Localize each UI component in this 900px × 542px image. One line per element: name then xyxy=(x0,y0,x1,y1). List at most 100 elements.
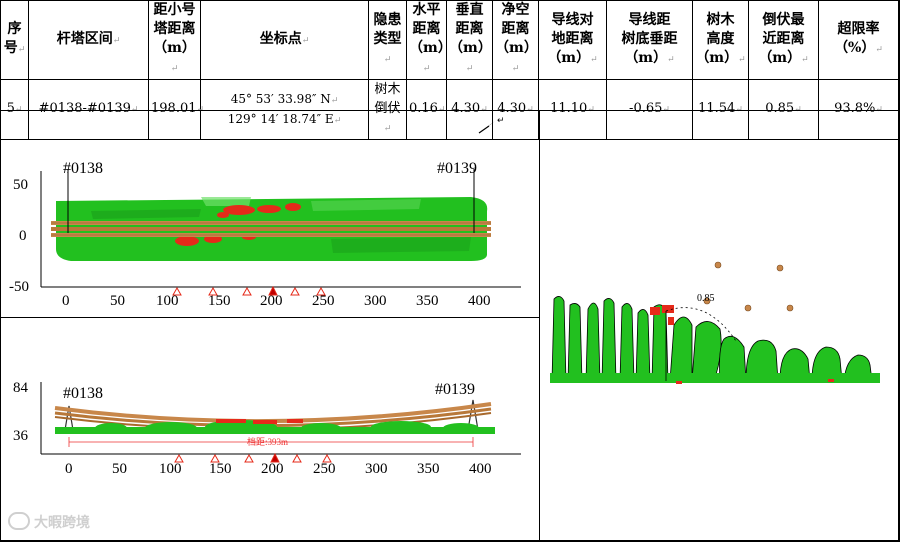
side-tree-points xyxy=(550,296,880,383)
header-text: （m） xyxy=(547,49,591,66)
header-text: 距离 xyxy=(455,21,484,37)
header-text: 序 xyxy=(7,21,22,37)
cell-coordinates: 45° 53′ 33.98″ N↵ 129° 14′ 18.74″ E↵ xyxy=(200,79,369,140)
fall-distance-label: 0.85 xyxy=(697,293,715,304)
side-hazard-points xyxy=(650,305,834,384)
table-header-cell: 导线距 树底垂距 （m）↵ xyxy=(606,0,693,80)
table-header-cell: 垂直 距离 （m）↵ xyxy=(446,0,493,80)
plan-axes: 50 0 -50 0 50 100 150 200 250 300 350 40… xyxy=(9,171,521,309)
plan-x-tick: 150 xyxy=(208,293,231,309)
span-label: 档距:393m xyxy=(247,436,288,447)
header-text: （m） xyxy=(695,49,739,66)
header-text: 杆塔区间 xyxy=(56,30,113,47)
header-text: （m） xyxy=(409,40,452,56)
profile-y-tick: 36 xyxy=(13,428,29,444)
cell-distance: 198.01↵ xyxy=(148,79,204,140)
plan-y-tick: 50 xyxy=(13,177,28,193)
plan-hazard-markers xyxy=(172,285,326,296)
profile-x-tick: 300 xyxy=(365,461,388,477)
profile-y-tick: 84 xyxy=(13,380,29,396)
header-text: 坐标点 xyxy=(259,30,302,47)
header-text: 垂直 xyxy=(455,2,484,18)
profile-x-tick: 400 xyxy=(469,461,492,477)
cell-tree-height: 11.54↵ xyxy=(692,79,749,140)
plan-x-tick: 300 xyxy=(364,293,387,309)
plan-view-figure: ↵ #0138 #0139 xyxy=(9,115,521,309)
profile-tower-right-label: #0139 xyxy=(435,381,475,398)
cell-horizontal: 0.16↵ xyxy=(406,79,447,140)
header-text: 距小号 xyxy=(153,2,196,18)
profile-span: 档距:393m xyxy=(68,436,474,447)
header-text: 水平 xyxy=(412,2,441,18)
table-header-cell: 杆塔区间↵ xyxy=(28,0,149,80)
profile-x-tick: 100 xyxy=(159,461,182,477)
header-text: 塔距离 xyxy=(153,21,196,37)
plan-towers: #0138 #0139 xyxy=(63,160,477,233)
plan-tower-left-label: #0138 xyxy=(63,160,103,177)
profile-view-panel: #0138 #0139 档距:393m xyxy=(0,317,540,541)
plan-x-tick: 400 xyxy=(468,293,491,309)
table-row: 5↵ #0138-#0139↵ 198.01↵ 45° 53′ 33.98″ N… xyxy=(0,79,899,140)
side-view-figure: 0.85 xyxy=(550,261,880,384)
plan-y-tick: -50 xyxy=(9,279,29,295)
plan-y-tick: 0 xyxy=(19,228,27,244)
hazard-table: 序号↵ 杆塔区间↵ 距小号 塔距离 （m）↵ 坐标点↵ 隐患 类型↵ 水平 距离 （m）↵ 垂直 距离（… xyxy=(0,0,899,140)
table-header-cell: 净空 距离 （m）↵ xyxy=(492,0,539,80)
header-text: 树木 xyxy=(706,11,735,28)
header-text: 导线对 xyxy=(551,11,594,28)
profile-x-tick: 350 xyxy=(417,461,440,477)
table-header-cell: 倒伏最 近距离 （m）↵ xyxy=(748,0,819,80)
plan-x-tick: 200 xyxy=(260,293,283,309)
profile-axes: 84 36 0 50 100 150 200 250 300 350 400 xyxy=(13,380,521,477)
header-text: 净空 xyxy=(501,2,530,18)
plan-view-panel: ↵ #0138 #0139 xyxy=(0,110,540,318)
profile-x-tick: 0 xyxy=(65,461,73,477)
header-text: （%） xyxy=(834,40,876,56)
table-header-cell: 序号↵ xyxy=(0,0,29,80)
plan-tower-right-label: #0139 xyxy=(437,160,477,177)
header-text: 号 xyxy=(3,40,18,56)
header-text: （m） xyxy=(758,49,802,66)
header-text: 导线距 xyxy=(628,11,671,28)
header-text: 树底垂距 xyxy=(621,30,678,47)
plan-x-tick: 250 xyxy=(312,293,335,309)
plan-x-tick: 100 xyxy=(156,293,179,309)
north-arrow-icon: ↵ xyxy=(478,115,505,134)
table-header-cell: 隐患 类型↵ xyxy=(368,0,407,80)
profile-x-tick: 50 xyxy=(112,461,127,477)
table-header-row: 序号↵ 杆塔区间↵ 距小号 塔距离 （m）↵ 坐标点↵ 隐患 类型↵ 水平 距离 （m）↵ 垂直 距离（… xyxy=(0,0,899,80)
cell-ground: 11.10↵ xyxy=(538,79,607,140)
table-header-cell: 导线对 地距离 （m）↵ xyxy=(538,0,607,80)
header-text: （m） xyxy=(449,40,492,56)
cell-vertical: 4.30↵ xyxy=(446,79,493,140)
header-text: 类型 xyxy=(373,30,402,47)
profile-x-tick: 250 xyxy=(313,461,336,477)
header-text: 地距离 xyxy=(551,30,594,47)
watermark: 大暇跨境 xyxy=(8,512,90,532)
table-header-cell: 树木 高度 （m）↵ xyxy=(692,0,749,80)
side-fall-arc: 0.85 xyxy=(665,293,737,381)
header-text: 距离 xyxy=(412,21,441,37)
header-text: 距离 xyxy=(501,21,530,37)
profile-x-tick: 150 xyxy=(209,461,232,477)
watermark-logo-icon xyxy=(8,512,30,530)
header-text: （m） xyxy=(624,49,668,66)
profile-hazard-points xyxy=(216,419,303,424)
header-text: （m） xyxy=(153,40,196,56)
profile-tower-left-label: #0138 xyxy=(63,385,103,402)
profile-view-figure: #0138 #0139 档距:393m xyxy=(13,380,521,477)
plan-conductors xyxy=(51,221,491,237)
cell-fall-nearest: 0.85↵ xyxy=(748,79,819,140)
header-text: 倒伏最 xyxy=(762,11,805,28)
table-header-cell: 坐标点↵ xyxy=(200,0,369,80)
plan-hazard-points xyxy=(175,203,301,246)
table-header-cell: 距小号 塔距离 （m）↵ xyxy=(148,0,201,80)
plan-x-tick: 350 xyxy=(416,293,439,309)
side-conductor-points xyxy=(703,261,794,312)
header-text: 高度 xyxy=(706,30,735,47)
svg-text:↵: ↵ xyxy=(497,115,505,125)
header-text: 超限率 xyxy=(837,21,880,37)
header-text: （m） xyxy=(495,40,538,56)
cell-hazard-type: 树木倒伏↵ xyxy=(368,79,407,140)
cell-over-rate: 93.8%↵ xyxy=(818,79,899,140)
